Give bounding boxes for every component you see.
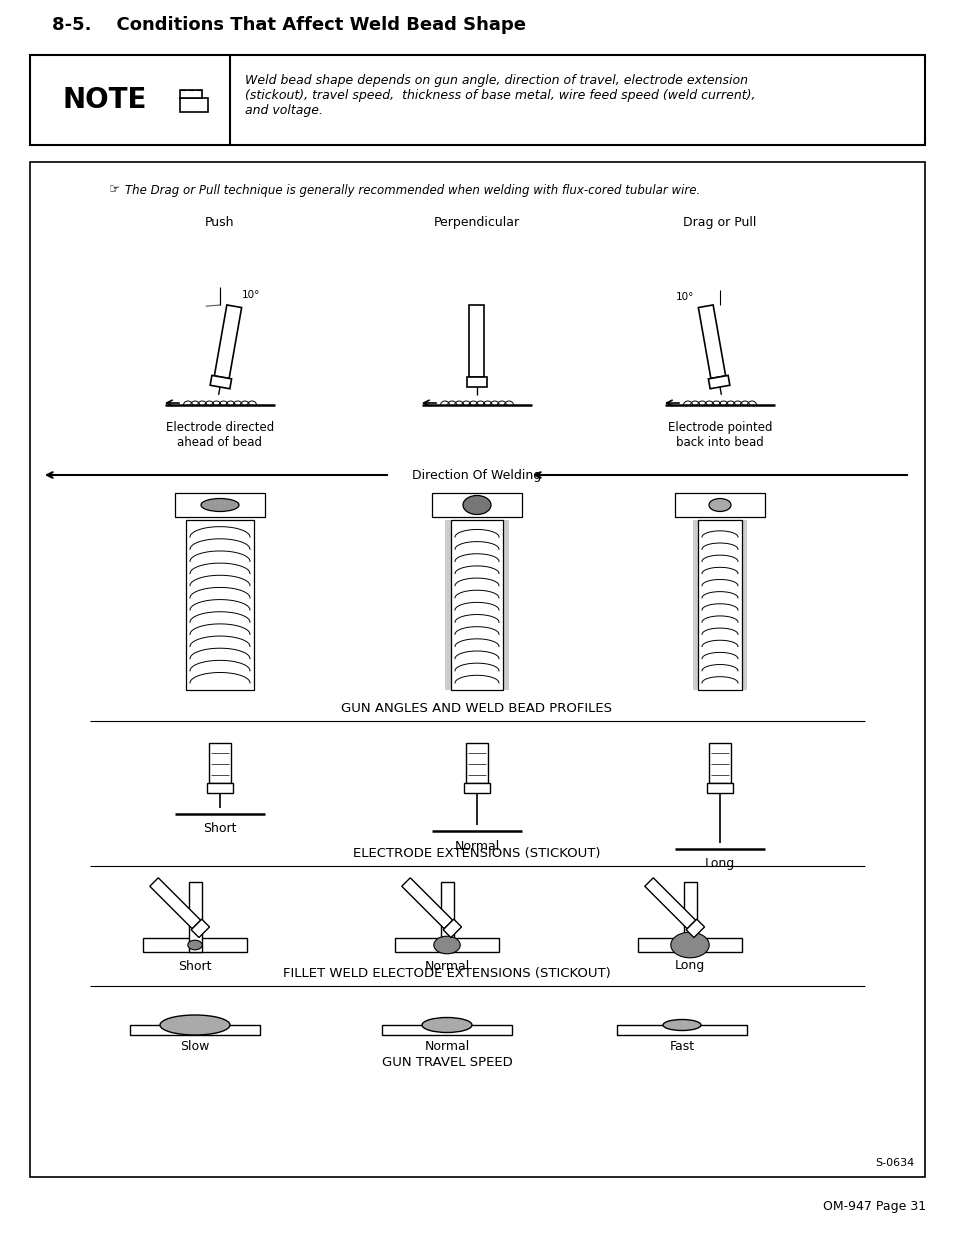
Bar bbox=[638, 939, 741, 952]
Bar bbox=[708, 743, 730, 783]
Bar bbox=[189, 882, 202, 952]
Text: Normal: Normal bbox=[454, 840, 499, 852]
Text: Slow: Slow bbox=[180, 1041, 210, 1053]
Ellipse shape bbox=[188, 940, 202, 950]
Text: Electrode directed
ahead of bead: Electrode directed ahead of bead bbox=[166, 421, 274, 450]
Ellipse shape bbox=[670, 932, 708, 958]
Text: Long: Long bbox=[704, 857, 735, 871]
Bar bbox=[130, 1025, 260, 1035]
Polygon shape bbox=[708, 375, 729, 389]
Ellipse shape bbox=[434, 936, 459, 953]
Bar bbox=[692, 520, 698, 690]
Text: The Drag or Pull technique is generally recommended when welding with flux-cored: The Drag or Pull technique is generally … bbox=[125, 184, 700, 196]
Polygon shape bbox=[210, 375, 232, 389]
Polygon shape bbox=[443, 919, 461, 937]
Bar bbox=[675, 493, 764, 517]
Text: 10°: 10° bbox=[675, 291, 694, 303]
Text: ELECTRODE EXTENSIONS (STICKOUT): ELECTRODE EXTENSIONS (STICKOUT) bbox=[353, 846, 600, 860]
Bar bbox=[440, 882, 454, 952]
Text: Short: Short bbox=[178, 960, 212, 972]
Polygon shape bbox=[467, 377, 486, 387]
Bar bbox=[706, 783, 732, 793]
Bar bbox=[465, 743, 488, 783]
Bar bbox=[451, 520, 502, 690]
Polygon shape bbox=[698, 305, 725, 378]
Ellipse shape bbox=[708, 499, 730, 511]
Text: Push: Push bbox=[205, 215, 234, 228]
Bar bbox=[209, 743, 231, 783]
Text: Drag or Pull: Drag or Pull bbox=[682, 215, 756, 228]
Bar bbox=[180, 90, 202, 98]
Bar bbox=[207, 783, 233, 793]
Text: GUN TRAVEL SPEED: GUN TRAVEL SPEED bbox=[381, 1056, 512, 1070]
Polygon shape bbox=[214, 305, 241, 378]
Bar bbox=[444, 520, 451, 690]
Polygon shape bbox=[150, 878, 200, 929]
Text: Perpendicular: Perpendicular bbox=[434, 215, 519, 228]
Ellipse shape bbox=[662, 1020, 700, 1030]
Bar bbox=[698, 520, 741, 690]
Text: S-0634: S-0634 bbox=[875, 1158, 914, 1168]
Text: OM-947 Page 31: OM-947 Page 31 bbox=[822, 1200, 925, 1214]
Bar bbox=[395, 939, 498, 952]
Polygon shape bbox=[469, 305, 484, 377]
Ellipse shape bbox=[201, 499, 239, 511]
Bar bbox=[381, 1025, 512, 1035]
Text: Direction Of Welding: Direction Of Welding bbox=[412, 468, 541, 482]
Bar bbox=[463, 783, 490, 793]
Text: 10°: 10° bbox=[242, 290, 260, 300]
Bar bbox=[617, 1025, 746, 1035]
Bar bbox=[30, 56, 924, 144]
Text: Electrode pointed
back into bead: Electrode pointed back into bead bbox=[667, 421, 771, 450]
Text: Normal: Normal bbox=[424, 1041, 469, 1053]
Bar bbox=[741, 520, 746, 690]
Ellipse shape bbox=[462, 495, 491, 515]
Ellipse shape bbox=[421, 1018, 472, 1032]
Bar bbox=[30, 162, 924, 1177]
Bar bbox=[186, 520, 253, 690]
Text: Weld bead shape depends on gun angle, direction of travel, electrode extension
(: Weld bead shape depends on gun angle, di… bbox=[245, 74, 755, 116]
Bar bbox=[180, 98, 208, 112]
Text: GUN ANGLES AND WELD BEAD PROFILES: GUN ANGLES AND WELD BEAD PROFILES bbox=[341, 701, 612, 715]
Text: Long: Long bbox=[674, 960, 704, 972]
Text: 8-5.    Conditions That Affect Weld Bead Shape: 8-5. Conditions That Affect Weld Bead Sh… bbox=[52, 16, 525, 35]
Bar bbox=[683, 882, 697, 952]
Polygon shape bbox=[685, 919, 704, 937]
Text: Normal: Normal bbox=[424, 960, 469, 972]
Bar bbox=[502, 520, 509, 690]
Bar bbox=[143, 939, 247, 952]
Text: Fast: Fast bbox=[669, 1041, 694, 1053]
Bar bbox=[174, 493, 265, 517]
Text: FILLET WELD ELECTODE EXTENSIONS (STICKOUT): FILLET WELD ELECTODE EXTENSIONS (STICKOU… bbox=[283, 967, 610, 979]
Polygon shape bbox=[401, 878, 453, 929]
Ellipse shape bbox=[160, 1015, 230, 1035]
Text: Short: Short bbox=[203, 823, 236, 836]
Bar bbox=[432, 493, 521, 517]
Text: ☞: ☞ bbox=[110, 184, 120, 196]
Polygon shape bbox=[644, 878, 695, 929]
Text: NOTE: NOTE bbox=[63, 86, 147, 114]
Polygon shape bbox=[191, 919, 210, 937]
